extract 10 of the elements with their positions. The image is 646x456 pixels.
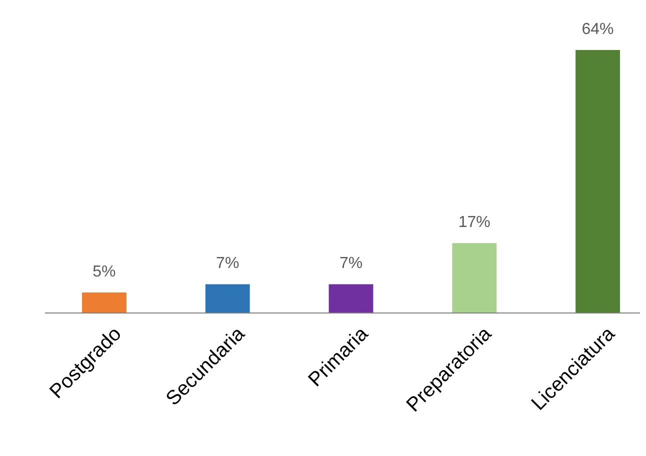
data-label: 64% bbox=[582, 21, 614, 38]
data-label: 7% bbox=[339, 255, 363, 272]
data-label: 17% bbox=[458, 214, 490, 232]
bar bbox=[576, 50, 620, 313]
bar bbox=[328, 284, 374, 313]
bar bbox=[452, 243, 497, 313]
data-label: 5% bbox=[92, 263, 116, 280]
bar bbox=[82, 292, 126, 313]
data-label: 7% bbox=[216, 255, 240, 272]
bar bbox=[205, 284, 250, 313]
